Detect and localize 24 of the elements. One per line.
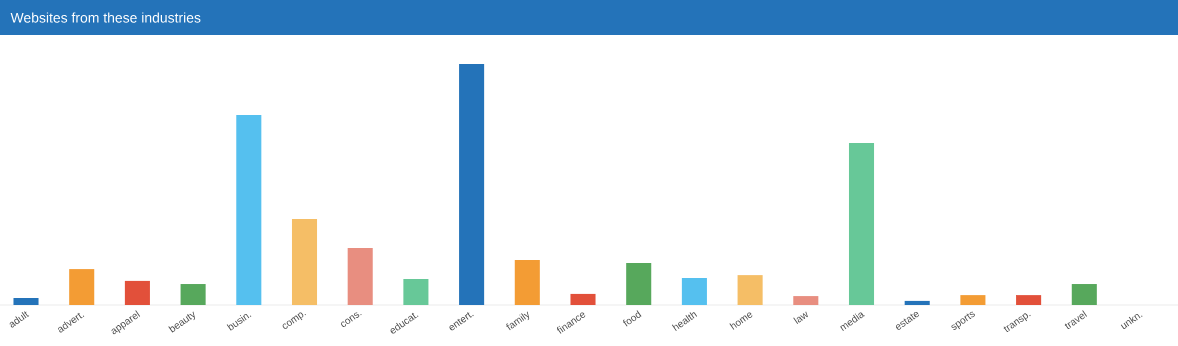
x-tick-label: cons.	[341, 312, 362, 327]
chart-title: Websites from these industries	[10, 12, 201, 23]
bar	[236, 115, 262, 305]
bar	[960, 295, 986, 305]
bar	[514, 259, 540, 305]
bar	[848, 143, 875, 305]
bar	[13, 298, 39, 305]
bar	[403, 278, 429, 305]
bar	[1016, 295, 1042, 305]
bar	[1071, 284, 1097, 305]
bar	[737, 275, 763, 305]
bar	[626, 263, 652, 305]
bar	[904, 300, 930, 305]
bar	[124, 280, 150, 305]
bar	[347, 247, 373, 305]
bar	[180, 284, 206, 305]
bar	[681, 278, 707, 305]
bar	[291, 218, 318, 305]
bar	[570, 293, 596, 305]
x-tick-label: unkn.	[1120, 313, 1143, 329]
bar	[69, 269, 95, 305]
x-tick-label: law	[793, 311, 808, 324]
bar	[459, 64, 485, 305]
bar	[793, 296, 819, 305]
